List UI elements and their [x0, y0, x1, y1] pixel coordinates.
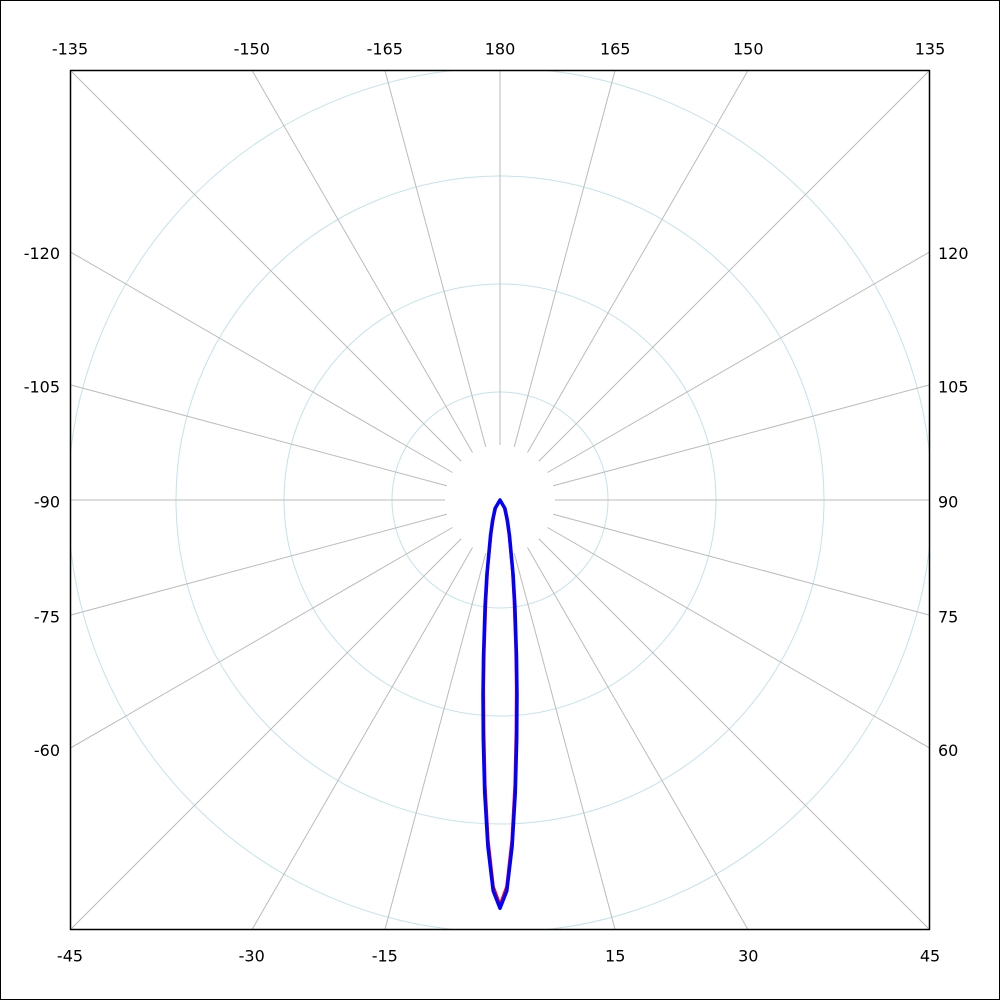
angle-label: -30 [239, 947, 265, 966]
ray [70, 538, 462, 930]
angle-label: 105 [938, 377, 969, 396]
angle-label: -45 [57, 947, 83, 966]
ray [70, 70, 462, 462]
ray [547, 251, 930, 473]
angle-label: -60 [34, 741, 60, 760]
angle-label: -165 [367, 40, 403, 59]
intensity-curve [481, 498, 519, 910]
ray [384, 552, 487, 930]
angle-label: 45 [920, 947, 940, 966]
angle-label: -120 [24, 244, 60, 263]
angle-label: -75 [34, 608, 60, 627]
ray [70, 527, 453, 749]
angle-label: 75 [938, 608, 958, 627]
ray [70, 251, 453, 473]
angle-label: -105 [24, 377, 60, 396]
ray [513, 70, 616, 448]
labels: -165 -150 -135 -120 -105 -90 -75 -60 -45 -30 -15 15… [24, 40, 969, 966]
ray [384, 70, 487, 448]
angle-label: 150 [733, 40, 764, 59]
grid [70, 70, 930, 930]
angle-label: 90 [938, 493, 958, 512]
curves [481, 498, 519, 910]
angle-label: -150 [234, 40, 270, 59]
ray [527, 70, 749, 453]
angle-label: 30 [738, 947, 758, 966]
ray [251, 70, 473, 453]
ray [538, 538, 930, 930]
ray [552, 384, 930, 487]
angle-label: 165 [600, 40, 631, 59]
ray [538, 70, 930, 462]
plot-frame [69, 69, 931, 931]
angle-label: -90 [34, 493, 60, 512]
angle-label: 60 [938, 741, 958, 760]
angle-label: 135 [915, 40, 946, 59]
ray [251, 547, 473, 930]
angle-label: 15 [605, 947, 625, 966]
ray [527, 547, 749, 930]
angle-label: 180 [485, 40, 516, 59]
angle-label: -15 [372, 947, 398, 966]
ray [70, 384, 448, 487]
ray [513, 552, 616, 930]
angle-label: 120 [938, 244, 969, 263]
ray [70, 513, 448, 616]
ray [552, 513, 930, 616]
ray [547, 527, 930, 749]
angle-label: -135 [52, 40, 88, 59]
